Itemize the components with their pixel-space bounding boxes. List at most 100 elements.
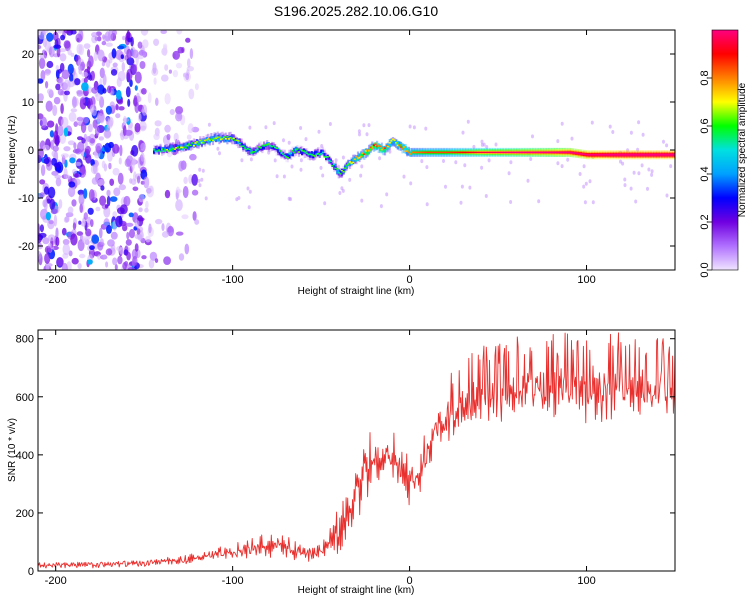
heatmap-ridge-cell [205, 139, 208, 141]
heatmap-ridge-cell [313, 151, 317, 155]
heatmap-speckle [637, 120, 641, 125]
heatmap-speckle [53, 214, 58, 227]
heatmap-speckle [275, 174, 279, 179]
heatmap-ridge-cell [549, 151, 552, 154]
heatmap-ridge-cell [350, 162, 353, 164]
snr-background [38, 330, 675, 571]
heatmap-speckle [247, 205, 251, 210]
heatmap-speckle [108, 141, 114, 149]
heatmap-speckle [117, 172, 124, 185]
heatmap-ridge-cell [449, 151, 452, 154]
heatmap-ridge-cell [673, 154, 675, 156]
heatmap-speckle [94, 36, 99, 42]
heatmap-speckle [52, 145, 59, 152]
heatmap-speckle [105, 248, 113, 256]
heatmap-speckle [460, 184, 464, 189]
heatmap-ridge-cell [352, 161, 355, 164]
heatmap-ridge-cell [173, 148, 176, 150]
spectrogram-ytick-label: -10 [18, 193, 34, 205]
colorbar-tick-label: 0.6 [699, 118, 711, 133]
heatmap-ridge-cell [446, 151, 449, 154]
heatmap-ridge-cell [396, 144, 399, 147]
heatmap-ridge-cell [447, 151, 450, 154]
heatmap-ridge-cell [170, 145, 173, 149]
heatmap-speckle [141, 255, 147, 260]
heatmap-speckle [141, 104, 148, 116]
snr-ytick-label: 200 [16, 508, 34, 520]
heatmap-ridge-cell [232, 134, 235, 141]
heatmap-ridge-cell [247, 148, 250, 155]
heatmap-ridge-cell [399, 144, 403, 148]
heatmap-speckle [379, 204, 383, 209]
heatmap-ridge-cell [213, 134, 216, 141]
heatmap-ridge-cell [670, 154, 673, 156]
heatmap-speckle [183, 176, 188, 184]
heatmap-ridge-cell [226, 138, 229, 142]
heatmap-ridge-cell [272, 146, 275, 150]
heatmap-ridge-cell [219, 138, 223, 141]
heatmap-ridge-cell [559, 151, 562, 154]
heatmap-ridge-cell [339, 171, 342, 178]
heatmap-ridge-cell [204, 139, 207, 144]
heatmap-ridge-cell [167, 147, 170, 151]
heatmap-speckle [89, 74, 93, 81]
heatmap-ridge-cell [563, 151, 567, 154]
heatmap-ridge-cell [216, 138, 219, 142]
heatmap-speckle [59, 62, 65, 72]
heatmap-ridge-cell [336, 168, 339, 170]
heatmap-speckle [117, 207, 125, 215]
heatmap-speckle [487, 158, 491, 163]
heatmap-ridge-cell [654, 154, 657, 156]
heatmap-speckle [68, 112, 77, 122]
heatmap-speckle [64, 30, 71, 34]
heatmap-speckle [106, 189, 111, 197]
heatmap-ridge-cell [546, 151, 549, 154]
heatmap-speckle [59, 133, 66, 145]
heatmap-ridge-cell [505, 151, 508, 154]
heatmap-speckle [57, 125, 64, 137]
heatmap-speckle [632, 170, 636, 175]
heatmap-speckle [83, 188, 88, 199]
heatmap-speckle [623, 183, 627, 188]
heatmap-speckle [134, 85, 138, 91]
heatmap-speckle [127, 98, 131, 107]
spectrogram-xtick-label: 100 [577, 274, 595, 286]
heatmap-speckle [55, 177, 62, 187]
heatmap-speckle [334, 158, 338, 163]
heatmap-speckle [60, 116, 69, 129]
heatmap-ridge-cell [406, 147, 409, 151]
heatmap-ridge-cell [304, 151, 307, 153]
heatmap-ridge-cell [250, 152, 253, 154]
heatmap-ridge-cell [387, 145, 390, 148]
heatmap-ridge-cell [420, 151, 423, 154]
spectrogram-ytick-label: 20 [22, 49, 34, 61]
heatmap-speckle [160, 30, 167, 34]
heatmap-ridge-cell [511, 151, 514, 154]
heatmap-ridge-cell [404, 150, 407, 152]
heatmap-speckle [117, 70, 126, 82]
snr-xtick-label: 100 [577, 575, 595, 587]
heatmap-speckle [108, 162, 112, 170]
heatmap-ridge-cell [361, 152, 364, 154]
heatmap-speckle [186, 134, 192, 140]
heatmap-speckle [51, 150, 58, 158]
heatmap-ridge-cell [186, 142, 189, 146]
heatmap-ridge-cell [571, 152, 574, 154]
heatmap-ridge-cell [175, 147, 178, 149]
heatmap-speckle [337, 164, 341, 169]
heatmap-ridge-cell [297, 151, 301, 153]
heatmap-ridge-cell [227, 138, 231, 140]
heatmap-ridge-cell [611, 154, 614, 156]
heatmap-speckle [87, 86, 93, 93]
heatmap-speckle [81, 82, 89, 92]
heatmap-ridge-cell [406, 150, 409, 152]
heatmap-speckle [129, 228, 135, 239]
heatmap-ridge-cell [218, 136, 221, 139]
heatmap-speckle [304, 137, 308, 142]
heatmap-speckle [73, 178, 81, 186]
heatmap-ridge-cell [164, 149, 167, 151]
heatmap-speckle [264, 125, 268, 130]
heatmap-speckle [46, 88, 53, 95]
heatmap-ridge-cell [202, 139, 205, 143]
heatmap-ridge-cell [598, 154, 602, 156]
